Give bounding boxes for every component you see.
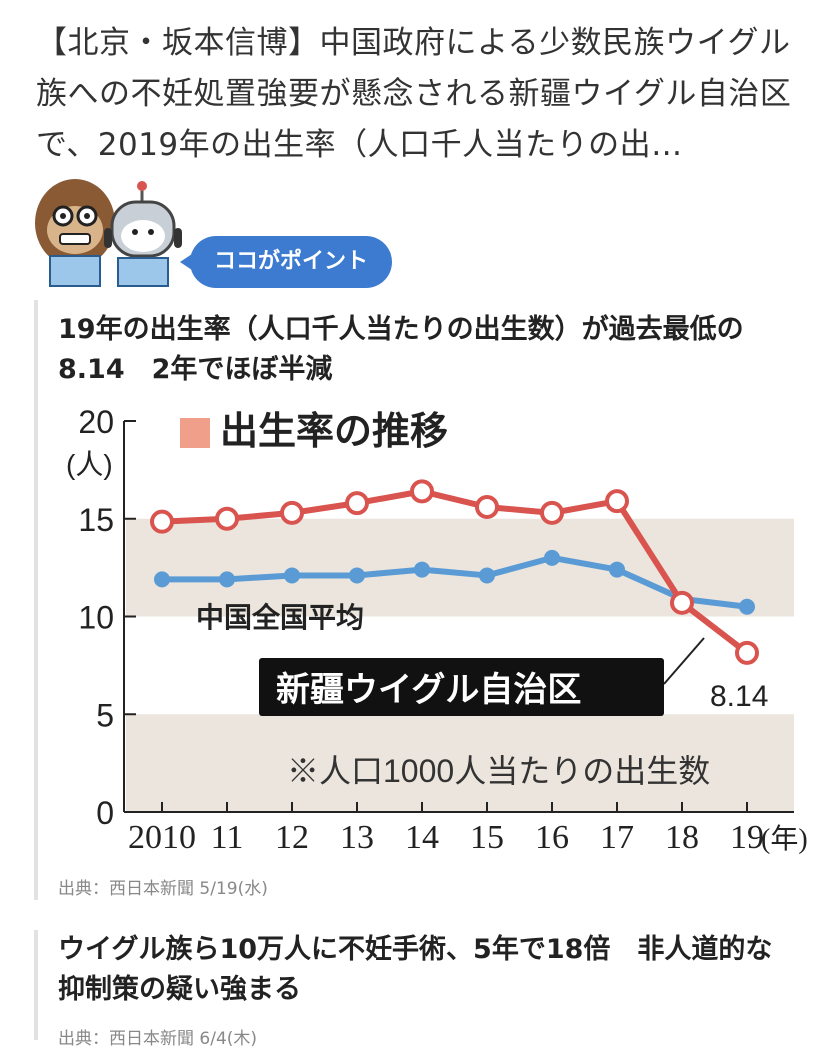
series-lines [150,479,759,665]
x-tick-label: 15 [470,819,504,856]
x-tick-label: 13 [340,819,374,856]
x-tick-label: 19 [730,819,764,856]
legend-marker [180,418,210,448]
x-tick-label: 16 [535,819,569,856]
x-tick-label: 18 [665,819,699,856]
data-point-xinjiang [280,500,304,525]
x-tick-label: 11 [211,819,244,856]
x-tick-label: 12 [275,819,309,856]
point-badge: ココがポイント [179,236,393,288]
data-point-china [349,567,365,584]
chart-bands [126,518,794,812]
chart-title: 出生率の推移 [220,411,448,453]
x-tick-label: 17 [600,819,634,856]
article-source-2: 出典：西日本新聞 6/4(木) [58,1029,258,1049]
chart-band-0 [126,714,794,812]
annotation-8-14: 8.14 [710,680,768,713]
data-point-xinjiang [540,500,564,525]
y-tick-label: 15 [78,502,114,538]
data-point-china [414,561,430,578]
series-labels: 中国全国平均 新疆ウイグル自治区 8.14 [196,601,768,716]
gorilla-mascot-icon [35,179,115,287]
data-point-xinjiang [670,590,694,615]
data-point-xinjiang [475,495,499,520]
series-line-1 [161,488,749,656]
y-tick-label: 5 [96,697,114,733]
data-point-xinjiang [410,479,434,504]
article-card-2[interactable]: ウイグル族ら10万人に不妊手術、5年で18倍 非人道的な抑制策の疑い強まる 出典… [34,930,808,1049]
x-tick-label: 14 [405,819,439,856]
article-headline-1[interactable]: 19年の出生率（人口千人当たりの出生数）が過去最低の8.14 2年でほぼ半減 [58,314,744,385]
data-point-xinjiang [150,509,174,534]
data-point-china [284,567,300,584]
data-point-xinjiang [605,489,629,514]
x-axis-unit: (年) [761,823,808,855]
data-point-china [609,561,625,578]
chart-legend: 出生率の推移 [180,411,448,453]
x-tick-label: 2010 [128,819,196,856]
article-headline-2[interactable]: ウイグル族ら10万人に不妊手術、5年で18倍 非人道的な抑制策の疑い強まる [58,934,773,1005]
data-point-china [739,598,755,615]
data-point-china [219,571,235,588]
data-point-china [544,549,560,566]
data-point-xinjiang [345,491,369,516]
data-point-xinjiang [735,640,759,665]
xinjiang-label-leader [663,637,705,685]
series-line-0 [162,554,748,610]
article-card-1[interactable]: 19年の出生率（人口千人当たりの出生数）が過去最低の8.14 2年でほぼ半減 (… [34,300,808,900]
chart-note: ※人口1000人当たりの出生数 [287,753,710,789]
y-tick-label: 10 [78,600,114,636]
data-point-china [479,567,495,584]
xinjiang-label-box [259,658,664,716]
y-tick-label: 0 [96,795,114,831]
robot-mascot-icon [104,181,182,287]
y-tick-label: 20 [78,404,114,440]
mascot-illustration [35,179,182,287]
x-axis: (年) 2010 11 12 13 14 15 16 17 18 19 [124,802,808,856]
label-xinjiang: 新疆ウイグル自治区 [276,670,581,710]
data-point-xinjiang [215,506,239,531]
data-point-china [154,571,170,588]
y-axis: (人) 0 5 10 15 20 [66,404,136,831]
y-axis-unit: (人) [66,449,113,480]
article-source-1: 出典：西日本新聞 5/19(水) [58,879,268,899]
article-lead-text[interactable]: 【北京・坂本信博】中国政府による少数民族ウイグル族への不妊処置強要が懸念される新… [36,25,792,163]
label-china-average: 中国全国平均 [196,601,364,634]
